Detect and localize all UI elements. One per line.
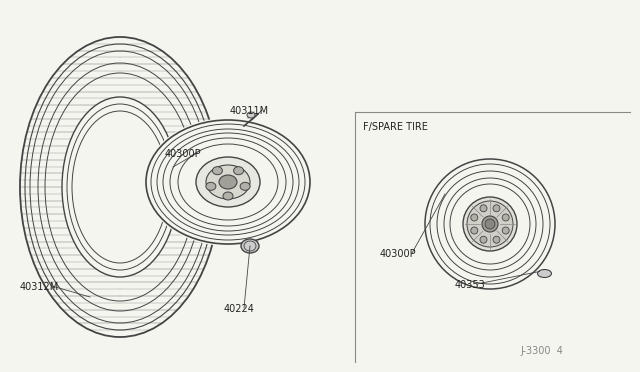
Circle shape [471,214,478,221]
Circle shape [422,156,558,292]
Circle shape [502,227,509,234]
Text: 40224: 40224 [224,304,255,314]
Ellipse shape [538,269,552,278]
Text: 40312M: 40312M [20,282,60,292]
Ellipse shape [240,182,250,190]
Circle shape [463,197,517,251]
Text: J-3300  4: J-3300 4 [520,346,563,356]
Text: 40300P: 40300P [380,249,417,259]
Text: 40311M: 40311M [230,106,269,116]
Text: 40300P: 40300P [165,149,202,159]
Circle shape [482,216,498,232]
Ellipse shape [219,175,237,189]
Ellipse shape [206,165,250,199]
Circle shape [485,219,495,229]
Circle shape [493,236,500,243]
Ellipse shape [223,192,233,200]
Ellipse shape [144,118,312,246]
Circle shape [493,205,500,212]
Ellipse shape [206,182,216,190]
Text: F/SPARE TIRE: F/SPARE TIRE [363,122,428,132]
Ellipse shape [234,167,244,175]
Ellipse shape [212,167,223,175]
Circle shape [480,236,487,243]
Ellipse shape [63,98,177,276]
Text: 40353: 40353 [455,280,486,290]
Ellipse shape [241,239,259,253]
Circle shape [480,205,487,212]
Ellipse shape [247,112,255,118]
Circle shape [502,214,509,221]
Ellipse shape [196,157,260,207]
Circle shape [471,227,478,234]
Circle shape [467,201,513,247]
